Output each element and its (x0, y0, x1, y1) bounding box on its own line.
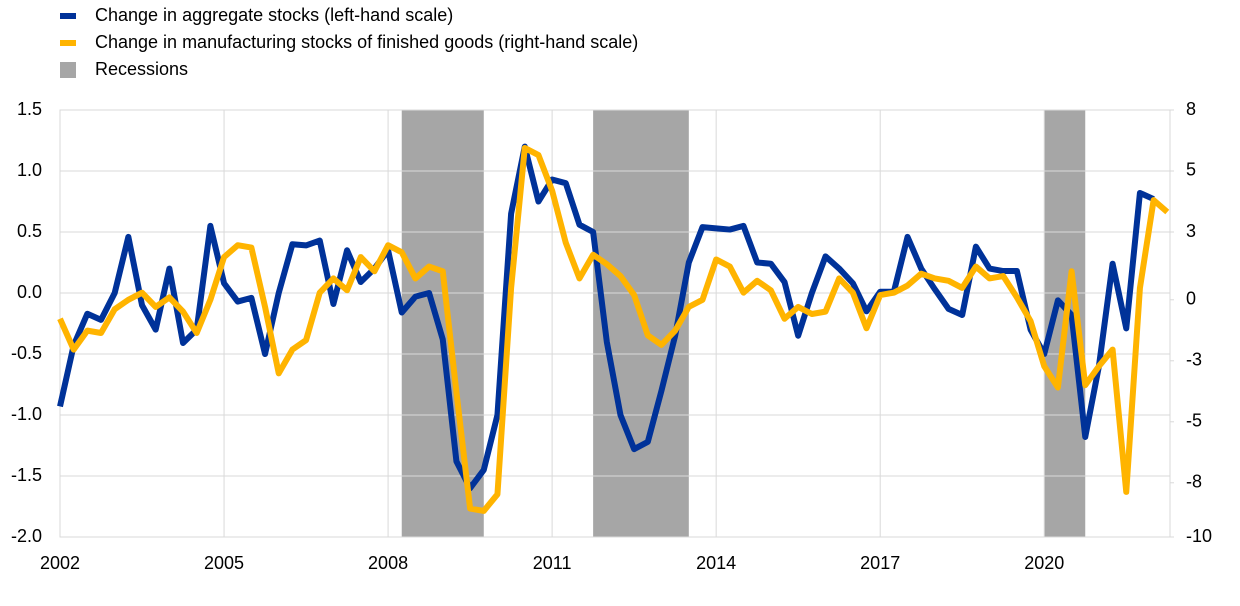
x-tick-label: 2008 (368, 553, 408, 573)
y-tick-label: 1.0 (17, 160, 42, 180)
series-line (57, 144, 1170, 514)
y2-tick-label: -5 (1186, 411, 1202, 431)
legend-swatch (60, 40, 76, 46)
x-tick-label: 2017 (860, 553, 900, 573)
y-tick-label: -1.0 (11, 404, 42, 424)
y-tick-label: -2.0 (11, 526, 42, 546)
y2-tick-label: 3 (1186, 221, 1196, 241)
legend-swatch (60, 13, 76, 19)
y2-tick-label: 8 (1186, 99, 1196, 119)
x-tick-label: 2005 (204, 553, 244, 573)
legend-swatch (60, 62, 76, 78)
y2-tick-label: -10 (1186, 526, 1212, 546)
y2-tick-label: 0 (1186, 289, 1196, 309)
legend-label: Change in manufacturing stocks of finish… (95, 32, 638, 52)
y2-tick-label: -8 (1186, 472, 1202, 492)
recession-band (401, 110, 484, 537)
legend-label: Recessions (95, 59, 188, 79)
x-tick-label: 2020 (1024, 553, 1064, 573)
x-tick-label: 2014 (696, 553, 736, 573)
y-tick-label: -0.5 (11, 343, 42, 363)
y-tick-label: -1.5 (11, 465, 42, 485)
y-tick-label: 0.5 (17, 221, 42, 241)
legend-label: Change in aggregate stocks (left-hand sc… (95, 5, 453, 25)
y2-tick-label: -3 (1186, 350, 1202, 370)
x-tick-label: 2002 (40, 553, 80, 573)
y-tick-label: 1.5 (17, 99, 42, 119)
y2-tick-label: 5 (1186, 160, 1196, 180)
x-tick-label: 2011 (533, 553, 572, 573)
y-tick-label: 0.0 (17, 282, 42, 302)
